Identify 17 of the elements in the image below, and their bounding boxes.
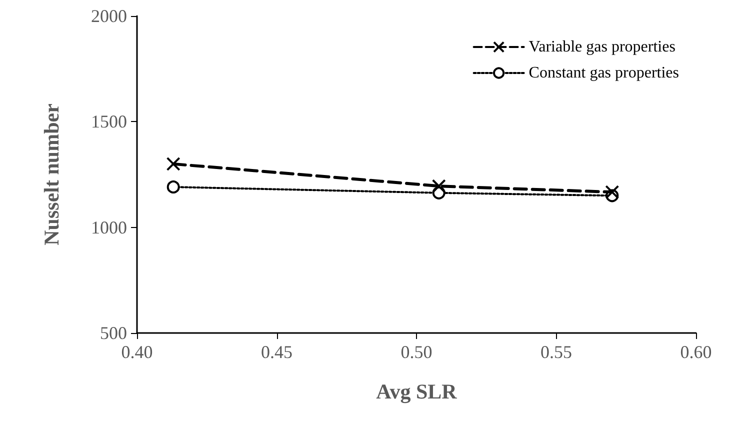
- legend-label: Variable gas properties: [528, 38, 676, 56]
- y-tick-label: 2000: [91, 6, 127, 26]
- y-tick-label: 500: [100, 323, 127, 343]
- y-tick-label: 1000: [91, 217, 127, 238]
- point: [166, 156, 180, 171]
- point: [605, 185, 620, 200]
- x-tick-label: 0.50: [400, 342, 432, 362]
- point: [166, 180, 180, 194]
- y-axis-title: Nusselt number: [40, 104, 64, 246]
- x-tick-label: 0.55: [540, 342, 572, 362]
- y-tick-label: 1500: [91, 112, 127, 132]
- x-tick-label: 0.45: [261, 342, 292, 362]
- legend-label: Constant gas properties: [528, 64, 680, 82]
- x-tick-label: 0.60: [680, 342, 712, 362]
- point: [432, 179, 446, 194]
- x-tick-label: 0.40: [121, 342, 153, 362]
- x-axis-title: Avg SLR: [376, 380, 458, 404]
